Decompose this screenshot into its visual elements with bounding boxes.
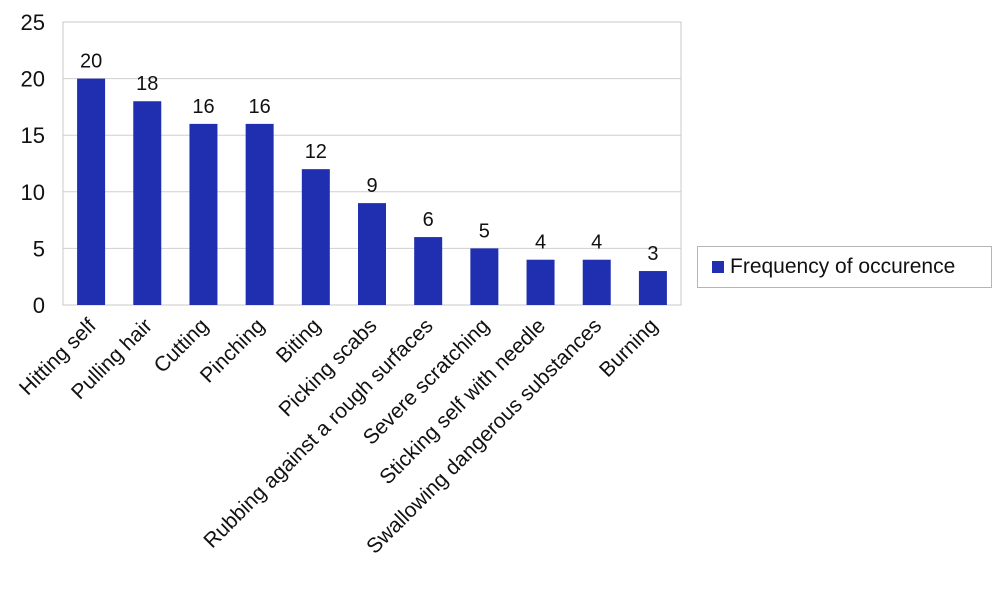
data-label: 9	[366, 175, 377, 197]
data-labels: 20 18 16 16 12 9 6 5 4 4 3	[80, 51, 659, 265]
y-tick-label: 15	[21, 123, 45, 148]
data-label: 3	[647, 243, 658, 265]
data-label: 6	[423, 209, 434, 231]
y-tick-label: 5	[33, 236, 45, 261]
data-label: 20	[80, 51, 102, 73]
y-tick-label: 10	[21, 180, 45, 205]
bar	[77, 78, 106, 305]
bar	[582, 259, 611, 305]
legend-label: Frequency of occurence	[730, 255, 956, 278]
data-label: 12	[305, 141, 327, 163]
bar	[638, 271, 667, 305]
data-label: 16	[249, 96, 271, 118]
bars	[77, 78, 667, 306]
legend: Frequency of occurence	[697, 246, 992, 288]
y-tick-label: 20	[21, 67, 45, 92]
bar	[245, 123, 274, 305]
x-category-label: Burning	[595, 314, 662, 381]
bar	[301, 169, 330, 305]
legend-swatch	[712, 261, 724, 273]
bar	[470, 248, 499, 305]
x-category-label: Biting	[272, 314, 325, 367]
data-label: 18	[136, 73, 158, 95]
data-label: 16	[192, 96, 214, 118]
x-category-label: Picking scabs	[274, 314, 381, 421]
bar	[358, 203, 386, 305]
bar	[414, 237, 443, 305]
y-axis-ticks: 0 5 10 15 20 25	[21, 10, 45, 318]
data-label: 4	[591, 232, 602, 254]
y-tick-label: 0	[33, 293, 45, 318]
data-label: 4	[535, 232, 546, 254]
bar	[526, 259, 555, 305]
data-label: 5	[479, 220, 490, 242]
bar	[133, 101, 162, 306]
y-tick-label: 25	[21, 10, 45, 35]
bar	[189, 123, 218, 305]
